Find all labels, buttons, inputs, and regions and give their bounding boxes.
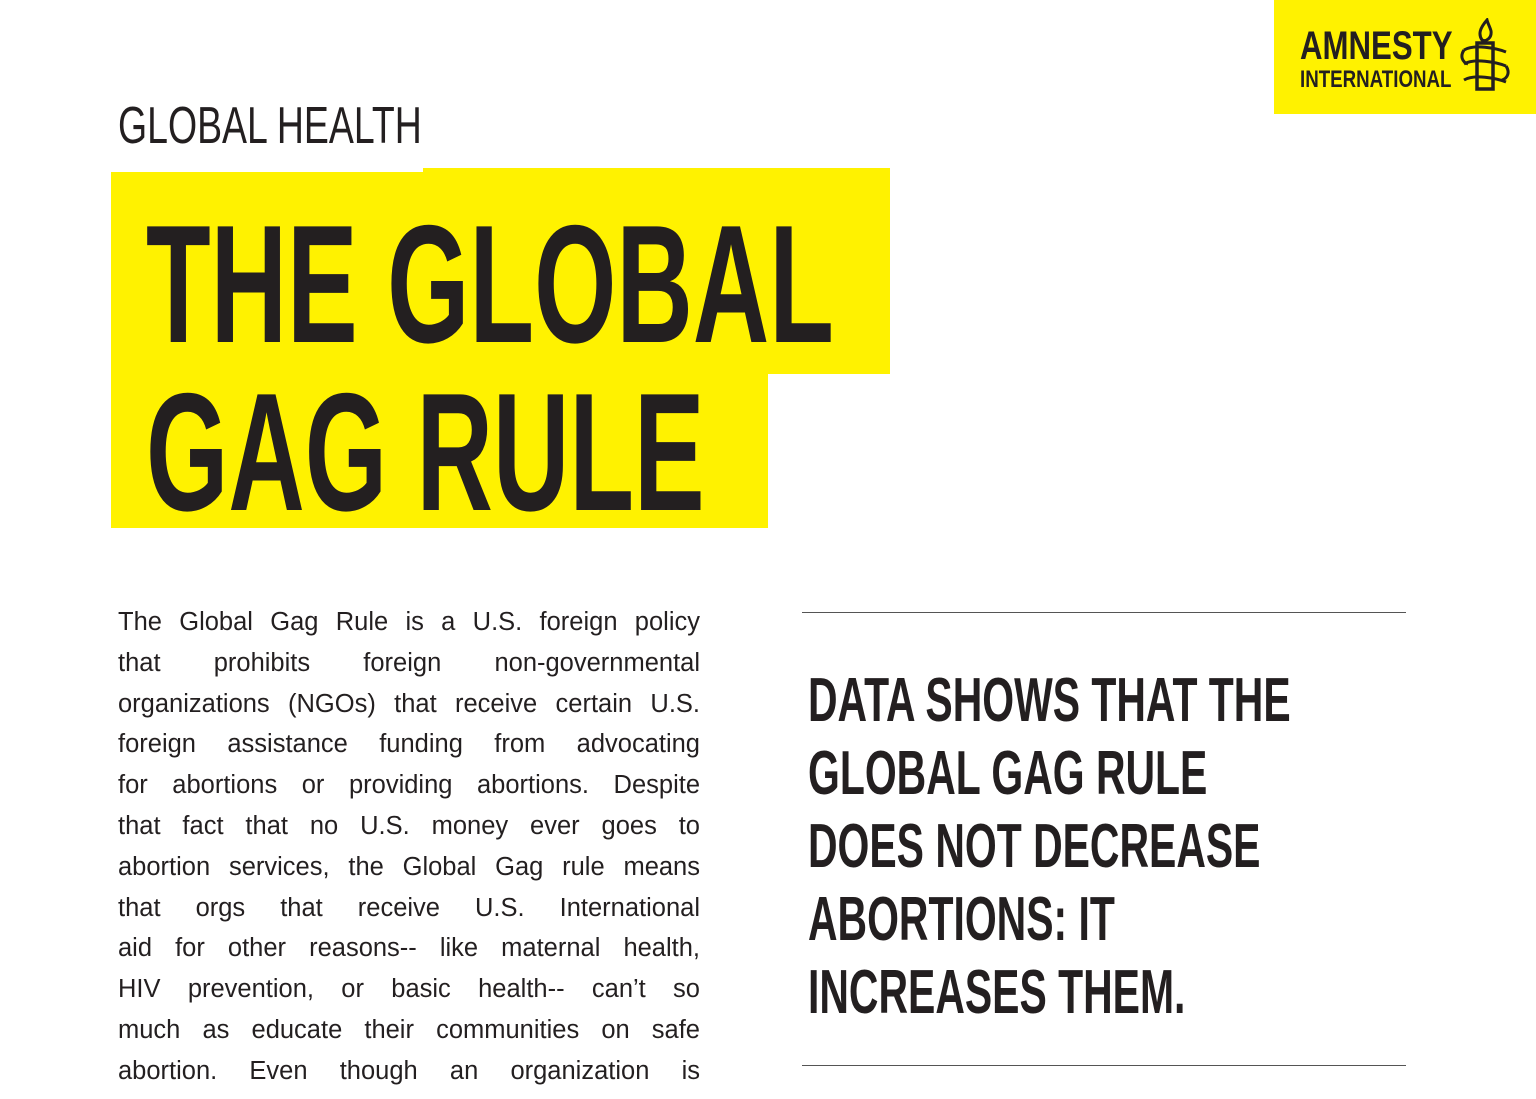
pull-quote-line: INCREASES THEM.	[808, 958, 1186, 1027]
body-line: abortion services, the Global Gag rule m…	[118, 852, 700, 881]
title-highlight-bottom	[111, 374, 768, 528]
body-line: foreign assistance funding from advocati…	[118, 730, 700, 759]
section-label: GLOBAL HEALTH	[118, 97, 422, 155]
callout-top-divider	[802, 612, 1406, 613]
logo-line-amnesty: AMNESTY	[1300, 24, 1453, 68]
body-line: much as educate their communities on saf…	[118, 1015, 700, 1044]
candle-in-barbed-wire-icon	[1460, 18, 1510, 91]
pull-quote-line: GLOBAL GAG RULE	[808, 739, 1208, 808]
body-line: HIV prevention, or basic health-- can’t …	[118, 975, 700, 1004]
title-highlight-top-right	[423, 168, 890, 374]
pull-quote: DATA SHOWS THAT THE GLOBAL GAG RULE DOES…	[808, 664, 1291, 1029]
body-paragraph: The Global Gag Rule is a U.S. foreign po…	[118, 602, 700, 1092]
logo-line-international: INTERNATIONAL	[1300, 66, 1452, 93]
pull-quote-line: DOES NOT DECREASE	[808, 812, 1261, 881]
body-line: abortion. Even though an organization is	[118, 1056, 700, 1085]
pull-quote-line: DATA SHOWS THAT THE	[808, 666, 1291, 735]
pull-quote-line: ABORTIONS: IT	[808, 885, 1115, 954]
body-line: aid for other reasons-- like maternal he…	[118, 934, 700, 963]
title-line-1: THE GLOBAL	[146, 190, 834, 378]
body-line: The Global Gag Rule is a U.S. foreign po…	[118, 608, 700, 636]
logo-wordmark: AMNESTY INTERNATIONAL	[1300, 26, 1453, 92]
amnesty-logo: AMNESTY INTERNATIONAL	[1274, 0, 1536, 114]
callout-bottom-divider	[802, 1065, 1406, 1066]
title-line-2: GAG RULE	[146, 358, 705, 546]
page-title: THE GLOBAL GAG RULE	[146, 200, 834, 536]
body-line: that orgs that receive U.S. Internationa…	[118, 893, 700, 922]
body-line: that fact that no U.S. money ever goes t…	[118, 811, 700, 840]
title-highlight-top-left	[111, 172, 423, 374]
body-line: organizations (NGOs) that receive certai…	[118, 689, 700, 718]
body-line: that prohibits foreign non-governmental	[118, 648, 700, 677]
body-line: for abortions or providing abortions. De…	[118, 771, 700, 800]
